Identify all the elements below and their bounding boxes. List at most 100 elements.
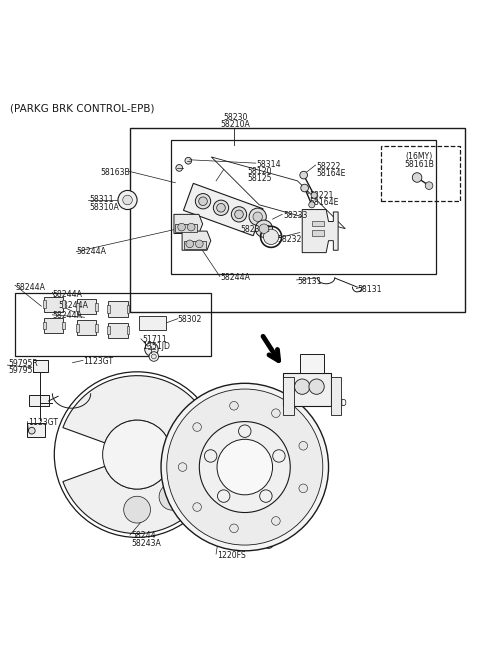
Circle shape xyxy=(193,503,202,512)
Polygon shape xyxy=(63,375,216,534)
Bar xyxy=(283,377,294,415)
Text: 58243A: 58243A xyxy=(131,538,161,548)
Bar xyxy=(300,354,324,373)
Bar xyxy=(108,327,110,334)
Text: 58244A: 58244A xyxy=(52,311,82,321)
Text: 58314: 58314 xyxy=(257,160,281,168)
Text: 58411D: 58411D xyxy=(317,399,348,408)
Bar xyxy=(43,321,46,329)
Bar xyxy=(127,327,130,334)
Text: 58310A: 58310A xyxy=(89,202,119,212)
Bar xyxy=(170,140,436,274)
Circle shape xyxy=(309,379,324,394)
Bar xyxy=(283,373,331,405)
Bar xyxy=(96,324,98,331)
Text: 1220FS: 1220FS xyxy=(217,550,246,560)
Circle shape xyxy=(161,383,328,551)
Bar xyxy=(43,301,46,308)
Circle shape xyxy=(264,229,279,244)
Circle shape xyxy=(175,460,202,487)
Circle shape xyxy=(229,524,238,532)
Bar xyxy=(140,316,166,330)
Circle shape xyxy=(264,539,274,548)
Circle shape xyxy=(167,389,323,545)
Text: 58230: 58230 xyxy=(223,113,247,122)
Circle shape xyxy=(193,423,202,432)
Circle shape xyxy=(229,401,238,410)
Circle shape xyxy=(272,409,280,418)
Circle shape xyxy=(178,223,185,231)
Circle shape xyxy=(185,158,192,164)
Circle shape xyxy=(299,442,308,450)
Polygon shape xyxy=(183,240,205,248)
Text: 58232: 58232 xyxy=(277,234,302,244)
Text: 58302: 58302 xyxy=(178,315,202,324)
Circle shape xyxy=(217,490,230,502)
Polygon shape xyxy=(108,301,128,317)
Circle shape xyxy=(103,420,171,489)
Circle shape xyxy=(231,206,247,222)
Bar xyxy=(33,360,48,372)
Circle shape xyxy=(253,212,263,222)
Bar xyxy=(62,321,65,329)
Text: 1123GT: 1123GT xyxy=(28,418,59,427)
Text: (16MY): (16MY) xyxy=(406,152,433,162)
Polygon shape xyxy=(183,184,263,236)
Polygon shape xyxy=(77,299,96,315)
Text: 58311: 58311 xyxy=(89,196,114,204)
Text: 58131: 58131 xyxy=(357,285,382,295)
Circle shape xyxy=(235,210,243,218)
Bar xyxy=(15,293,211,355)
Polygon shape xyxy=(44,318,63,333)
Circle shape xyxy=(28,428,35,434)
Circle shape xyxy=(176,164,182,171)
Bar xyxy=(381,146,460,201)
Circle shape xyxy=(152,354,156,359)
Circle shape xyxy=(199,422,290,512)
Text: 58244A: 58244A xyxy=(52,290,82,299)
Text: 58244A: 58244A xyxy=(221,273,251,282)
Bar xyxy=(312,230,324,236)
Bar xyxy=(130,128,465,313)
Bar xyxy=(96,303,98,311)
Circle shape xyxy=(272,516,280,525)
Bar xyxy=(108,305,110,313)
Circle shape xyxy=(159,484,186,510)
Text: 58244A: 58244A xyxy=(15,283,45,292)
Text: 58235C: 58235C xyxy=(240,225,270,234)
Circle shape xyxy=(412,173,422,182)
Text: 58161B: 58161B xyxy=(405,160,434,168)
Polygon shape xyxy=(44,297,63,312)
Polygon shape xyxy=(108,323,128,338)
Text: 58164E: 58164E xyxy=(317,169,346,178)
Polygon shape xyxy=(77,320,96,335)
Circle shape xyxy=(123,195,132,205)
Circle shape xyxy=(249,208,266,225)
Circle shape xyxy=(145,343,158,356)
Text: 58125: 58125 xyxy=(247,174,272,183)
Text: 58210A: 58210A xyxy=(220,120,250,130)
Bar xyxy=(312,220,324,226)
Text: (PARKG BRK CONTROL-EPB): (PARKG BRK CONTROL-EPB) xyxy=(10,103,155,113)
Polygon shape xyxy=(182,231,211,250)
Circle shape xyxy=(259,224,269,233)
Circle shape xyxy=(295,379,310,394)
Polygon shape xyxy=(174,214,203,234)
Circle shape xyxy=(299,484,308,492)
Circle shape xyxy=(255,220,273,237)
Circle shape xyxy=(309,202,315,208)
Text: 59795R: 59795R xyxy=(8,359,37,368)
Circle shape xyxy=(425,182,433,190)
Circle shape xyxy=(187,223,195,231)
Bar xyxy=(76,324,79,331)
Bar xyxy=(331,377,341,415)
Text: 59795L: 59795L xyxy=(8,366,36,375)
Bar xyxy=(127,305,130,313)
Text: 58244A: 58244A xyxy=(76,247,106,257)
Circle shape xyxy=(260,490,272,502)
Bar xyxy=(29,395,48,405)
Circle shape xyxy=(199,197,207,206)
Text: 58163B: 58163B xyxy=(100,168,130,177)
Text: 58131: 58131 xyxy=(298,277,322,286)
Circle shape xyxy=(204,450,217,462)
